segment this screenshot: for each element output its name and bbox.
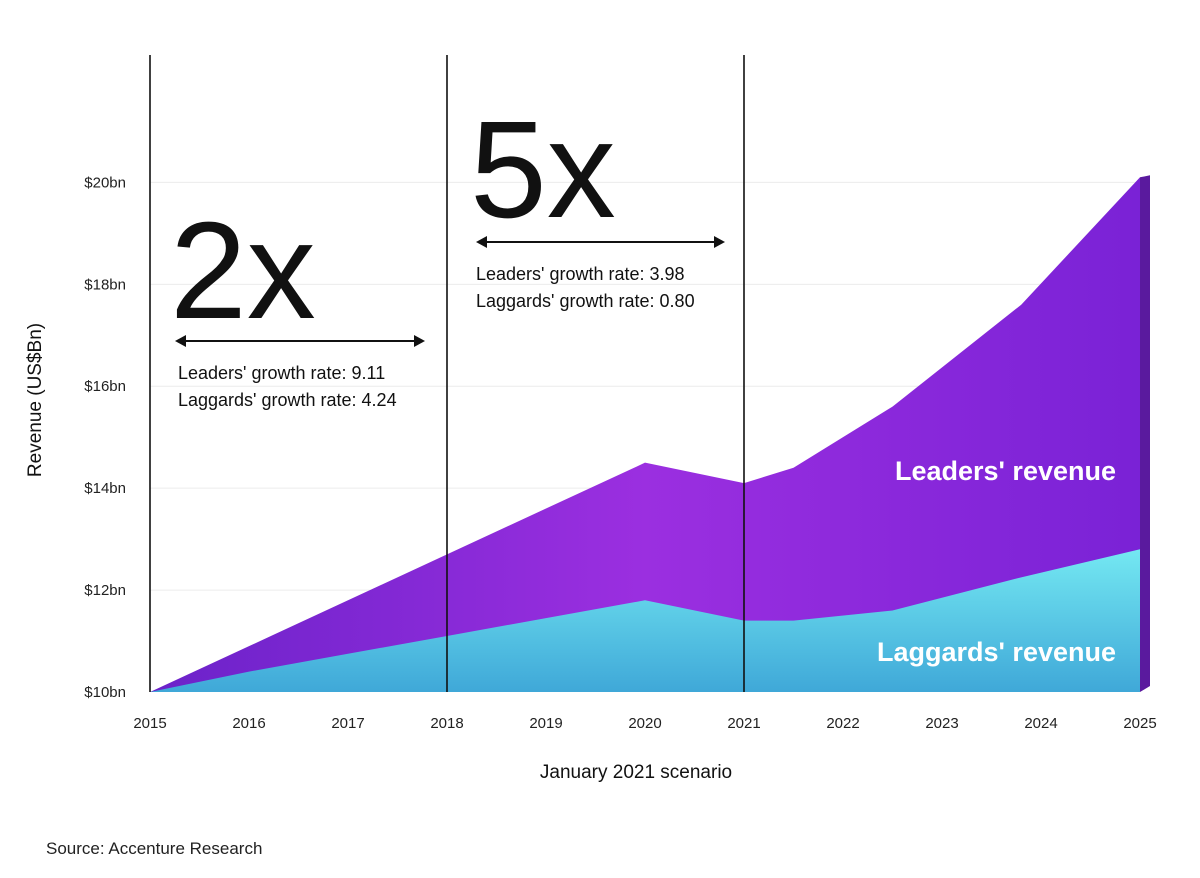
- y-tick-$20bn: $20bn: [84, 174, 126, 191]
- x-tick-2017: 2017: [331, 715, 364, 732]
- y-axis-title: Revenue (US$Bn): [25, 323, 46, 477]
- x-tick-2015: 2015: [133, 715, 166, 732]
- x-tick-2018: 2018: [430, 715, 463, 732]
- y-tick-$16bn: $16bn: [84, 378, 126, 395]
- x-tick-2016: 2016: [232, 715, 265, 732]
- double-arrow-period-2: [476, 236, 725, 248]
- y-tick-$18bn: $18bn: [84, 276, 126, 293]
- multiplier-2x: 2x: [170, 194, 316, 348]
- x-tick-2025: 2025: [1123, 715, 1156, 732]
- x-axis-ticks: 2015 2016 2017 2018 2019 2020 2021 2022 2023 2024…: [133, 715, 1156, 732]
- leaders-rate-period-2: Leaders' growth rate: 3.98: [476, 264, 685, 284]
- laggards-revenue-area: [150, 549, 1140, 692]
- laggards-series-label: Laggards' revenue: [877, 637, 1116, 667]
- period-dividers: [149, 55, 745, 692]
- y-tick-$10bn: $10bn: [84, 684, 126, 701]
- x-tick-2019: 2019: [529, 715, 562, 732]
- annotation-period-2: 5x Leaders' growth rate: 3.98 Laggards' …: [470, 93, 725, 311]
- y-axis-ticks: $10bn $12bn $14bn $16bn $18bn $20bn: [84, 174, 126, 701]
- leaders-area-edge: [1140, 175, 1150, 692]
- multiplier-5x: 5x: [470, 93, 616, 247]
- laggards-rate-period-2: Laggards' growth rate: 0.80: [476, 291, 695, 311]
- x-tick-2022: 2022: [826, 715, 859, 732]
- leaders-rate-period-1: Leaders' growth rate: 9.11: [178, 363, 385, 383]
- y-tick-$12bn: $12bn: [84, 582, 126, 599]
- x-tick-2024: 2024: [1024, 715, 1057, 732]
- source-note: Source: Accenture Research: [46, 839, 263, 858]
- y-tick-$14bn: $14bn: [84, 480, 126, 497]
- laggards-rate-period-1: Laggards' growth rate: 4.24: [178, 390, 397, 410]
- double-arrow-period-1: [175, 335, 425, 347]
- x-tick-2021: 2021: [727, 715, 760, 732]
- plot-areas: [150, 175, 1150, 692]
- x-axis-title: January 2021 scenario: [540, 762, 732, 783]
- x-tick-2020: 2020: [628, 715, 661, 732]
- leaders-series-label: Leaders' revenue: [895, 456, 1116, 486]
- x-tick-2023: 2023: [925, 715, 958, 732]
- annotation-period-1: 2x Leaders' growth rate: 9.11 Laggards' …: [170, 194, 425, 410]
- leaders-revenue-area: [150, 177, 1140, 692]
